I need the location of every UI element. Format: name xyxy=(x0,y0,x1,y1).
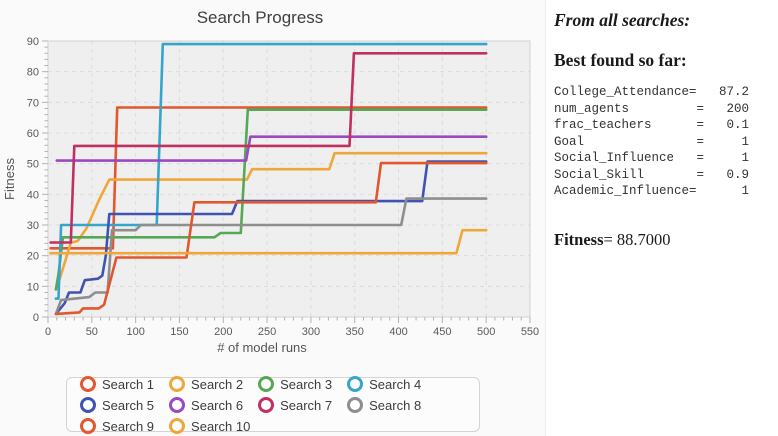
legend-label: Search 3 xyxy=(280,376,333,392)
x-tick-label: 300 xyxy=(302,326,320,338)
x-tick-label: 250 xyxy=(258,326,276,338)
legend-item-search-1: Search 1 xyxy=(80,376,154,392)
legend-swatch-icon xyxy=(80,397,96,413)
legend-swatch-icon xyxy=(258,376,275,392)
legend-item-search-10: Search 10 xyxy=(169,418,250,434)
series-line-10 xyxy=(49,228,488,255)
x-tick-label: 150 xyxy=(170,326,188,338)
legend-item-search-4: Search 4 xyxy=(347,376,421,392)
legend-label: Search 2 xyxy=(191,376,244,392)
plot-border xyxy=(47,40,531,318)
legend-item-search-7: Search 7 xyxy=(258,397,332,413)
series-line-1 xyxy=(49,106,488,250)
x-tick-label: 450 xyxy=(433,326,451,338)
legend-swatch-icon xyxy=(80,376,96,392)
legend-item-search-5: Search 5 xyxy=(80,397,154,413)
search-progress-chart: 0 50 100 150 200 250 300 350 400 450 500 550 0 10 20 30… xyxy=(0,0,546,436)
fitness-value: = 88.7000 xyxy=(603,229,671,249)
x-axis-label: # of model runs xyxy=(217,340,307,355)
legend-label: Search 8 xyxy=(369,397,422,413)
y-tick-label: 10 xyxy=(27,281,39,293)
series-line-7 xyxy=(49,51,488,244)
series-line-6 xyxy=(55,135,488,162)
chart-legend: Search 1 Search 2 Search 3 Search 4 Search 5… xyxy=(66,376,480,434)
x-tick-label: 500 xyxy=(477,326,495,338)
legend-swatch-icon xyxy=(258,397,275,413)
legend-label: Search 6 xyxy=(191,397,244,413)
legend-label: Search 7 xyxy=(280,397,333,413)
legend-swatch-icon xyxy=(347,397,364,413)
legend-item-search-2: Search 2 xyxy=(169,376,243,392)
fitness-label: Fitness xyxy=(554,229,604,249)
y-tick-label: 70 xyxy=(27,97,39,109)
legend-label: Search 4 xyxy=(369,376,422,392)
y-tick-label: 20 xyxy=(27,251,39,263)
legend-swatch-icon xyxy=(169,397,186,413)
y-axis-label: Fitness xyxy=(2,158,17,200)
panel-heading-from-all-searches: From all searches: xyxy=(554,10,691,30)
y-tick-label: 60 xyxy=(27,128,39,140)
legend-swatch-icon xyxy=(80,418,96,434)
x-tick-label: 200 xyxy=(214,326,232,338)
series-line-2 xyxy=(54,151,488,291)
x-tick-label: 100 xyxy=(126,326,144,338)
series-line-9 xyxy=(54,161,488,316)
panel-heading-best-found: Best found so far: xyxy=(554,50,687,70)
series-line-5 xyxy=(54,160,488,316)
legend-swatch-icon xyxy=(169,376,186,392)
series-line-8 xyxy=(54,197,488,316)
legend-label: Search 9 xyxy=(102,418,155,434)
y-tick-label: 30 xyxy=(27,220,39,232)
results-panel: From all searches: Best found so far: Co… xyxy=(546,0,778,436)
legend-swatch-icon xyxy=(347,376,364,392)
y-tick-label: 0 xyxy=(33,312,39,324)
x-tick-label: 50 xyxy=(86,326,98,338)
y-tick-label: 90 xyxy=(27,36,39,48)
legend-label: Search 5 xyxy=(102,397,155,413)
fitness-readout: Fitness= 88.7000 xyxy=(554,230,774,250)
legend-item-search-9: Search 9 xyxy=(80,418,154,434)
legend-label: Search 10 xyxy=(191,418,251,434)
chart-title: Search Progress xyxy=(197,8,324,27)
x-tick-label: 550 xyxy=(521,326,539,338)
chart-svg: 0 50 100 150 200 250 300 350 400 450 500 550 0 10 20 30… xyxy=(2,8,539,355)
legend-item-search-8: Search 8 xyxy=(347,397,421,413)
y-tick-label: 80 xyxy=(27,67,39,79)
x-tick-label: 400 xyxy=(389,326,407,338)
legend-item-search-3: Search 3 xyxy=(258,376,332,392)
x-tick-label: 0 xyxy=(45,326,51,338)
legend-label: Search 1 xyxy=(102,376,155,392)
legend-item-search-6: Search 6 xyxy=(169,397,243,413)
y-tick-label: 40 xyxy=(27,189,39,201)
best-params-readout: College_Attendance= 87.2 num_agents = 20… xyxy=(554,85,750,198)
legend-swatch-icon xyxy=(169,418,186,434)
x-tick-label: 350 xyxy=(346,326,364,338)
y-tick-label: 50 xyxy=(27,159,39,171)
